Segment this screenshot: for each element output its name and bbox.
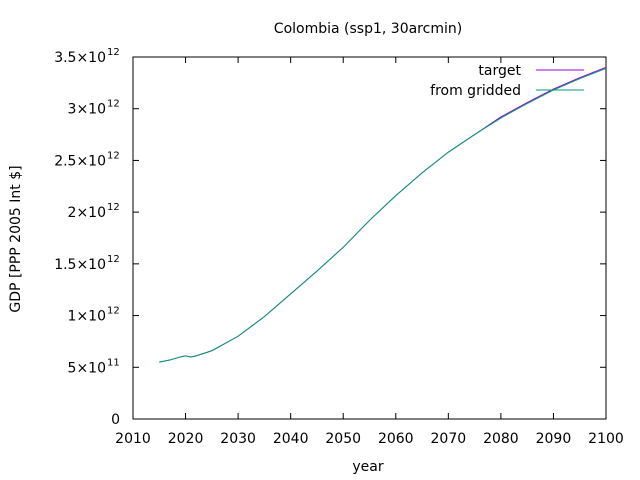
x-tick-label: 2060	[378, 431, 414, 447]
y-tick-exponent: 12	[107, 202, 120, 213]
y-tick-label: 5×10	[68, 360, 106, 376]
y-tick-label: 2.5×10	[54, 153, 106, 169]
x-tick-label: 2070	[431, 431, 467, 447]
x-tick-label: 2100	[588, 431, 624, 447]
x-tick-label: 2080	[483, 431, 519, 447]
y-tick-label: 1.5×10	[54, 257, 106, 273]
y-axis-label: GDP [PPP 2005 Int $]	[8, 165, 24, 312]
series-line-target	[159, 66, 607, 363]
x-axis-label: year	[352, 459, 383, 475]
series-line-from-gridded	[159, 67, 607, 363]
y-tick-exponent: 12	[107, 47, 120, 58]
y-tick-exponent: 12	[107, 306, 120, 317]
y-tick-exponent: 12	[107, 99, 120, 110]
y-tick-exponent: 12	[107, 150, 120, 161]
x-tick-label: 2090	[536, 431, 572, 447]
x-tick-label: 2030	[220, 431, 256, 447]
x-tick-label: 2010	[115, 431, 151, 447]
plot-frame	[132, 56, 607, 420]
legend-label: from gridded	[430, 83, 521, 99]
legend: target from gridded	[430, 63, 584, 99]
legend-label: target	[478, 63, 521, 79]
x-axis: 2010 2020 2030 2040 2050 2060 2070 2080 2090 2100	[115, 57, 624, 447]
chart-title: Colombia (ssp1, 30arcmin)	[274, 21, 462, 37]
y-tick-label: 0	[111, 412, 120, 428]
y-tick-exponent: 11	[107, 357, 120, 368]
x-tick-label: 2050	[325, 431, 361, 447]
y-tick-exponent: 12	[107, 254, 120, 265]
x-tick-label: 2020	[168, 431, 204, 447]
y-axis: 05×10 111×10 121.5×10 122×10 122.5×10 123×10 1…	[54, 47, 606, 428]
y-tick-label: 3.5×10	[54, 50, 106, 66]
series-lines	[159, 66, 607, 363]
y-tick-label: 3×10	[68, 102, 106, 118]
y-tick-label: 1×10	[68, 309, 106, 325]
x-tick-label: 2040	[273, 431, 309, 447]
y-tick-label: 2×10	[68, 205, 106, 221]
